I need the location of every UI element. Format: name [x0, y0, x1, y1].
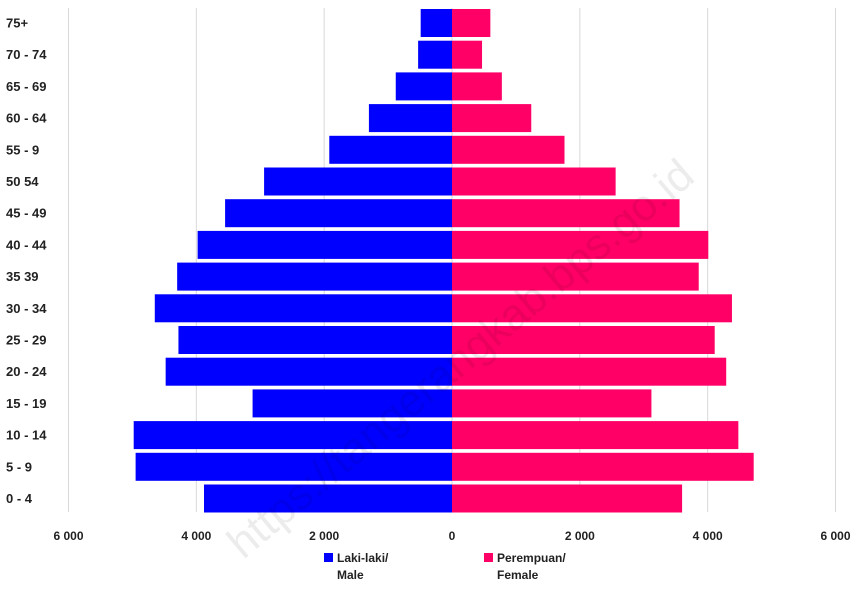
legend-label-female: Female: [497, 568, 539, 582]
male-bar-45-49: [225, 199, 452, 228]
age-label: 15 - 19: [6, 396, 46, 411]
female-bar-0-4: [452, 484, 683, 513]
age-label: 35 39: [6, 269, 39, 284]
x-tick-label: 4 000: [693, 529, 723, 543]
x-tick-label: 2 000: [565, 529, 595, 543]
female-bar-65-69: [452, 72, 502, 101]
male-bar-0-4: [204, 484, 452, 513]
female-bar-5-9: [452, 452, 754, 481]
male-bar-50-54: [264, 167, 452, 196]
age-label: 0 - 4: [6, 491, 33, 506]
female-bar-70-74: [452, 40, 483, 69]
legend-label-male: Laki-laki/: [337, 551, 389, 565]
age-label: 55 - 9: [6, 142, 39, 157]
x-tick-label: 6 000: [53, 529, 83, 543]
bars: [133, 9, 754, 513]
female-bar-20-24: [452, 357, 727, 386]
male-bar-30-34: [154, 294, 452, 323]
legend-label-female: Perempuan/: [497, 551, 566, 565]
male-bar-75+: [420, 9, 452, 37]
female-bar-15-19: [452, 389, 652, 418]
x-tick-label: 2 000: [309, 529, 339, 543]
age-label: 40 - 44: [6, 237, 47, 252]
male-bar-70-74: [418, 40, 452, 69]
male-bar-60-64: [368, 104, 452, 133]
age-label: 70 - 74: [6, 47, 47, 62]
age-label: 25 - 29: [6, 333, 46, 348]
male-bar-15-19: [252, 389, 452, 418]
legend-swatch-male: [324, 553, 333, 562]
female-bar-25-29: [452, 326, 715, 354]
female-bar-50-54: [452, 167, 616, 196]
male-bar-35-39: [177, 262, 453, 291]
male-bar-25-29: [178, 326, 453, 354]
x-tick-labels: 6 000 4 000 2 000 0 2 000 4 000 6 000: [53, 529, 850, 543]
legend: Laki-laki/Male Perempuan/Female: [324, 551, 566, 582]
age-label: 50 54: [6, 174, 39, 189]
male-bar-65-69: [395, 72, 452, 101]
male-bar-40-44: [197, 230, 452, 259]
age-label: 65 - 69: [6, 79, 46, 94]
female-bar-30-34: [452, 294, 732, 323]
female-bar-75+: [452, 9, 491, 37]
age-label: 45 - 49: [6, 206, 46, 221]
female-bar-35-39: [452, 262, 699, 291]
x-tick-label: 4 000: [181, 529, 211, 543]
legend-label-male: Male: [337, 568, 364, 582]
age-label: 75+: [6, 16, 28, 31]
age-label: 30 - 34: [6, 301, 47, 316]
x-tick-label: 6 000: [820, 529, 850, 543]
female-bar-60-64: [452, 104, 532, 133]
male-bar-10-14: [133, 421, 452, 450]
x-tick-label: 0: [449, 529, 456, 543]
age-label: 60 - 64: [6, 111, 47, 126]
female-bar-10-14: [452, 421, 739, 450]
legend-swatch-female: [484, 553, 493, 562]
male-bar-20-24: [165, 357, 453, 386]
age-label: 5 - 9: [6, 459, 32, 474]
female-bar-55-9: [452, 135, 565, 164]
age-label: 10 - 14: [6, 428, 47, 443]
female-bar-40-44: [452, 230, 709, 259]
age-labels: 0 - 4 5 - 9 10 - 14 15 - 19 20 - 24 25 - 29 30…: [6, 16, 47, 507]
female-bar-45-49: [452, 199, 680, 228]
age-label: 20 - 24: [6, 364, 47, 379]
male-bar-5-9: [135, 452, 453, 481]
male-bar-55-9: [329, 135, 452, 164]
